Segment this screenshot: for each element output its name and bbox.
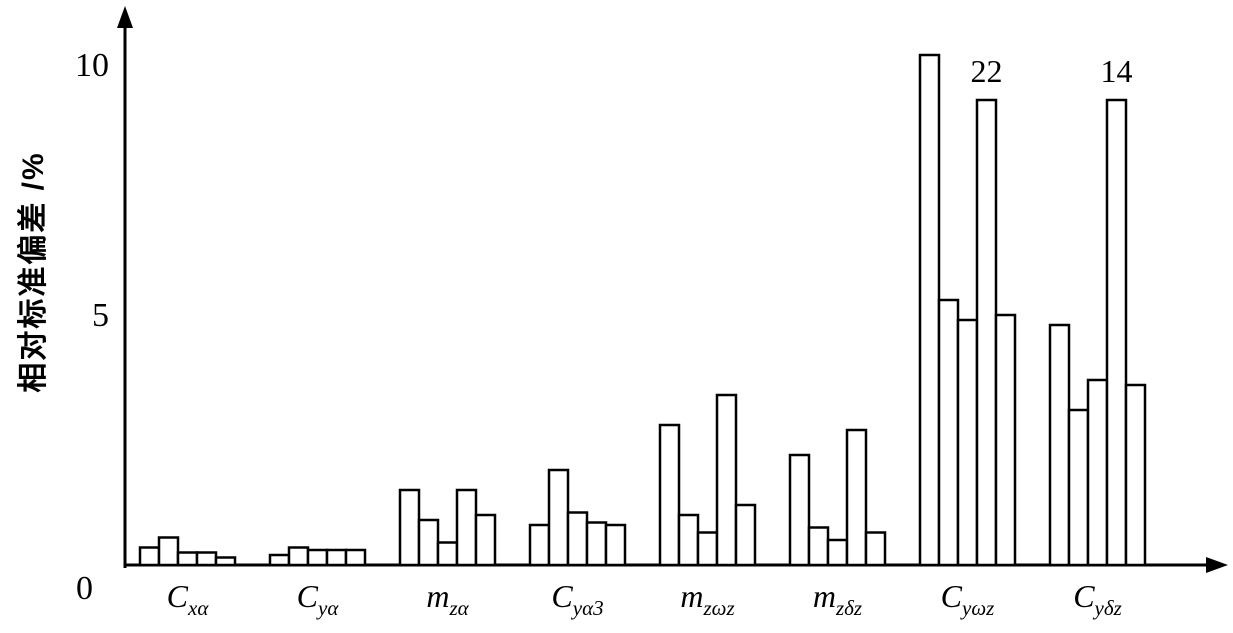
group-label-subscript: zδz <box>835 596 862 620</box>
group-label: Cyα <box>297 578 340 620</box>
bar <box>417 518 440 567</box>
bar <box>138 546 161 567</box>
group-label-main: m <box>426 578 449 614</box>
group-label-subscript: yωz <box>960 596 994 620</box>
y-axis-arrow-icon <box>117 6 133 28</box>
bar <box>528 523 551 567</box>
group-label-subscript: yδz <box>1093 596 1122 620</box>
group-label: mzδz <box>813 578 862 620</box>
bar <box>975 98 998 567</box>
bar <box>547 468 570 567</box>
bar <box>325 548 348 567</box>
group-label-main: m <box>813 578 836 614</box>
bar <box>585 521 608 567</box>
bar <box>677 513 700 567</box>
group-label-main: C <box>297 578 319 614</box>
group-label-main: C <box>941 578 963 614</box>
y-tick-label: 5 <box>92 297 109 334</box>
bar <box>918 53 941 567</box>
bar <box>1124 383 1147 567</box>
bar <box>845 428 868 567</box>
group-label-subscript: zα <box>448 596 469 620</box>
bar <box>566 511 589 567</box>
bar <box>715 393 738 567</box>
bar <box>1086 378 1109 567</box>
bar <box>287 546 310 567</box>
bar <box>807 526 830 567</box>
group-label: Cyωz <box>941 578 995 620</box>
group-label-main: C <box>551 578 573 614</box>
group-label-subscript: xα <box>187 596 209 620</box>
group-label: Cyδz <box>1073 578 1122 620</box>
bar-value-label: 14 <box>1101 53 1133 89</box>
bar <box>1048 323 1071 567</box>
bar <box>937 298 960 567</box>
x-axis-arrow-icon <box>1206 557 1228 573</box>
bar <box>455 488 478 567</box>
group-label: mzωz <box>680 578 734 620</box>
y-axis-title: 相对标准偏差 /% <box>17 151 50 393</box>
origin-label: 0 <box>76 570 93 607</box>
bar <box>788 453 811 567</box>
y-tick-label: 10 <box>75 47 109 84</box>
bar <box>398 488 421 567</box>
bar <box>157 536 180 567</box>
group-label: Cxα <box>167 578 210 620</box>
bar <box>864 531 887 567</box>
bar <box>268 553 291 567</box>
bar <box>176 551 199 567</box>
group-label: Cyα3 <box>551 578 603 620</box>
bar <box>344 548 367 567</box>
group-label-main: C <box>1073 578 1095 614</box>
bar <box>658 423 681 567</box>
bar <box>956 318 979 567</box>
bar <box>306 548 329 567</box>
bar <box>826 538 849 567</box>
bar-value-label: 22 <box>971 53 1003 89</box>
group-label-subscript: yα <box>316 596 339 620</box>
bar <box>696 531 719 567</box>
bar <box>474 513 497 567</box>
bar <box>994 313 1017 567</box>
bar <box>214 556 237 567</box>
bar <box>1105 98 1128 567</box>
group-label-subscript: zωz <box>702 596 734 620</box>
bar <box>1067 408 1090 567</box>
bar <box>734 503 757 567</box>
bar <box>604 523 627 567</box>
group-label: mzα <box>426 578 469 620</box>
group-label-main: m <box>680 578 703 614</box>
group-label-subscript: yα3 <box>571 596 604 620</box>
bar <box>436 541 459 567</box>
group-label-main: C <box>167 578 189 614</box>
bar <box>195 551 218 567</box>
